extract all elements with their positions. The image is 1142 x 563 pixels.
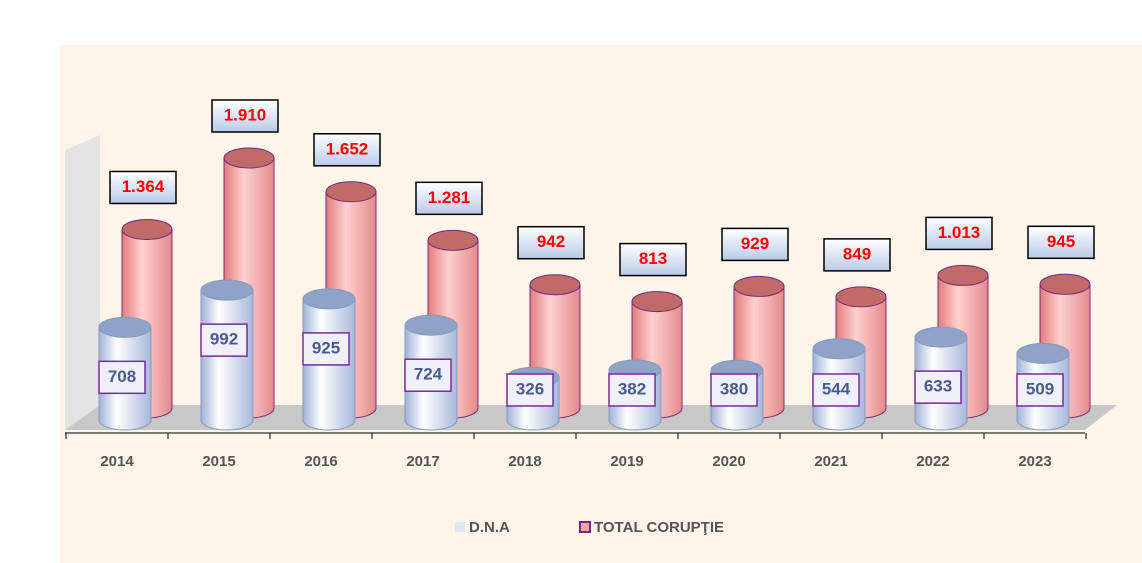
bar-top xyxy=(529,274,581,296)
value-label: 544 xyxy=(822,379,851,398)
value-label: 813 xyxy=(639,249,667,268)
value-label: 382 xyxy=(618,379,646,398)
bar-top xyxy=(1039,273,1091,295)
value-label-box xyxy=(109,170,177,205)
value-label: 1.013 xyxy=(938,223,981,242)
legend-label: TOTAL CORUPŢIE xyxy=(594,519,724,536)
bar-top xyxy=(302,288,356,310)
bar-top xyxy=(835,286,887,308)
value-label-box xyxy=(313,133,381,167)
value-label: 724 xyxy=(414,365,443,384)
legend-swatch xyxy=(579,521,591,533)
value-label-box xyxy=(608,373,656,407)
bar-top xyxy=(733,275,785,297)
bar-top xyxy=(223,147,275,169)
value-label-box xyxy=(710,373,758,407)
back-wall xyxy=(65,135,100,430)
value-label-box xyxy=(302,332,350,366)
value-label: 1.652 xyxy=(326,139,369,158)
x-tick-label: 2015 xyxy=(202,453,235,470)
bar-top xyxy=(914,326,968,348)
x-tick-label: 2019 xyxy=(610,453,643,470)
bar-top xyxy=(427,229,479,251)
x-tick-label: 2017 xyxy=(406,453,439,470)
value-label-box xyxy=(506,373,554,407)
bar-top xyxy=(325,181,377,203)
value-label: 849 xyxy=(843,244,871,263)
value-label-box xyxy=(925,216,993,251)
value-label-box xyxy=(200,323,248,357)
value-label: 1.364 xyxy=(122,177,165,196)
bar-top xyxy=(404,314,458,336)
legend-swatch xyxy=(455,522,465,532)
value-label-box xyxy=(211,99,279,133)
x-tick-label: 2021 xyxy=(814,453,847,470)
value-label: 925 xyxy=(312,338,340,357)
value-label: 942 xyxy=(537,232,565,251)
value-label-box xyxy=(823,238,891,272)
value-label: 509 xyxy=(1026,379,1054,398)
bar-top xyxy=(812,338,866,360)
bar-top xyxy=(937,264,989,286)
bar-top xyxy=(631,291,683,313)
x-tick-label: 2022 xyxy=(916,453,949,470)
bar-top xyxy=(1016,342,1070,364)
bar-top xyxy=(121,218,173,240)
value-label-box xyxy=(1016,373,1064,407)
value-label-box xyxy=(812,373,860,407)
value-label: 1.281 xyxy=(428,188,471,207)
value-label: 633 xyxy=(924,377,952,396)
value-label-box xyxy=(721,227,789,262)
value-label-box xyxy=(1027,225,1095,260)
bar xyxy=(200,289,254,431)
value-label-box xyxy=(517,225,585,260)
value-label: 326 xyxy=(516,379,544,398)
bar-top xyxy=(98,316,152,338)
value-label-box xyxy=(619,242,687,277)
value-label: 380 xyxy=(720,379,748,398)
value-label-box xyxy=(404,358,452,392)
value-label: 929 xyxy=(741,234,769,253)
value-label-box xyxy=(415,181,483,216)
value-label: 708 xyxy=(108,367,136,386)
legend-label: D.N.A xyxy=(469,519,510,536)
x-tick-label: 2020 xyxy=(712,453,745,470)
x-tick-label: 2023 xyxy=(1018,453,1051,470)
value-label: 945 xyxy=(1047,232,1075,251)
x-tick-label: 2018 xyxy=(508,453,541,470)
value-label-box xyxy=(914,370,962,404)
value-label: 1.910 xyxy=(224,105,267,124)
bar-top xyxy=(200,279,254,301)
x-tick-label: 2014 xyxy=(100,453,134,470)
value-label-box xyxy=(98,360,146,395)
x-tick-label: 2016 xyxy=(304,453,337,470)
value-label: 992 xyxy=(210,330,238,349)
